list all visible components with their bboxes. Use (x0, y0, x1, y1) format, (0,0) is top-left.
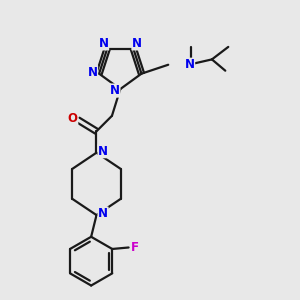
Text: N: N (99, 37, 109, 50)
Text: N: N (184, 58, 195, 71)
Text: N: N (88, 66, 98, 79)
Text: N: N (132, 37, 142, 50)
Text: N: N (110, 84, 120, 97)
Text: F: F (131, 241, 139, 254)
Text: N: N (98, 145, 108, 158)
Text: N: N (98, 207, 108, 220)
Text: O: O (68, 112, 78, 125)
